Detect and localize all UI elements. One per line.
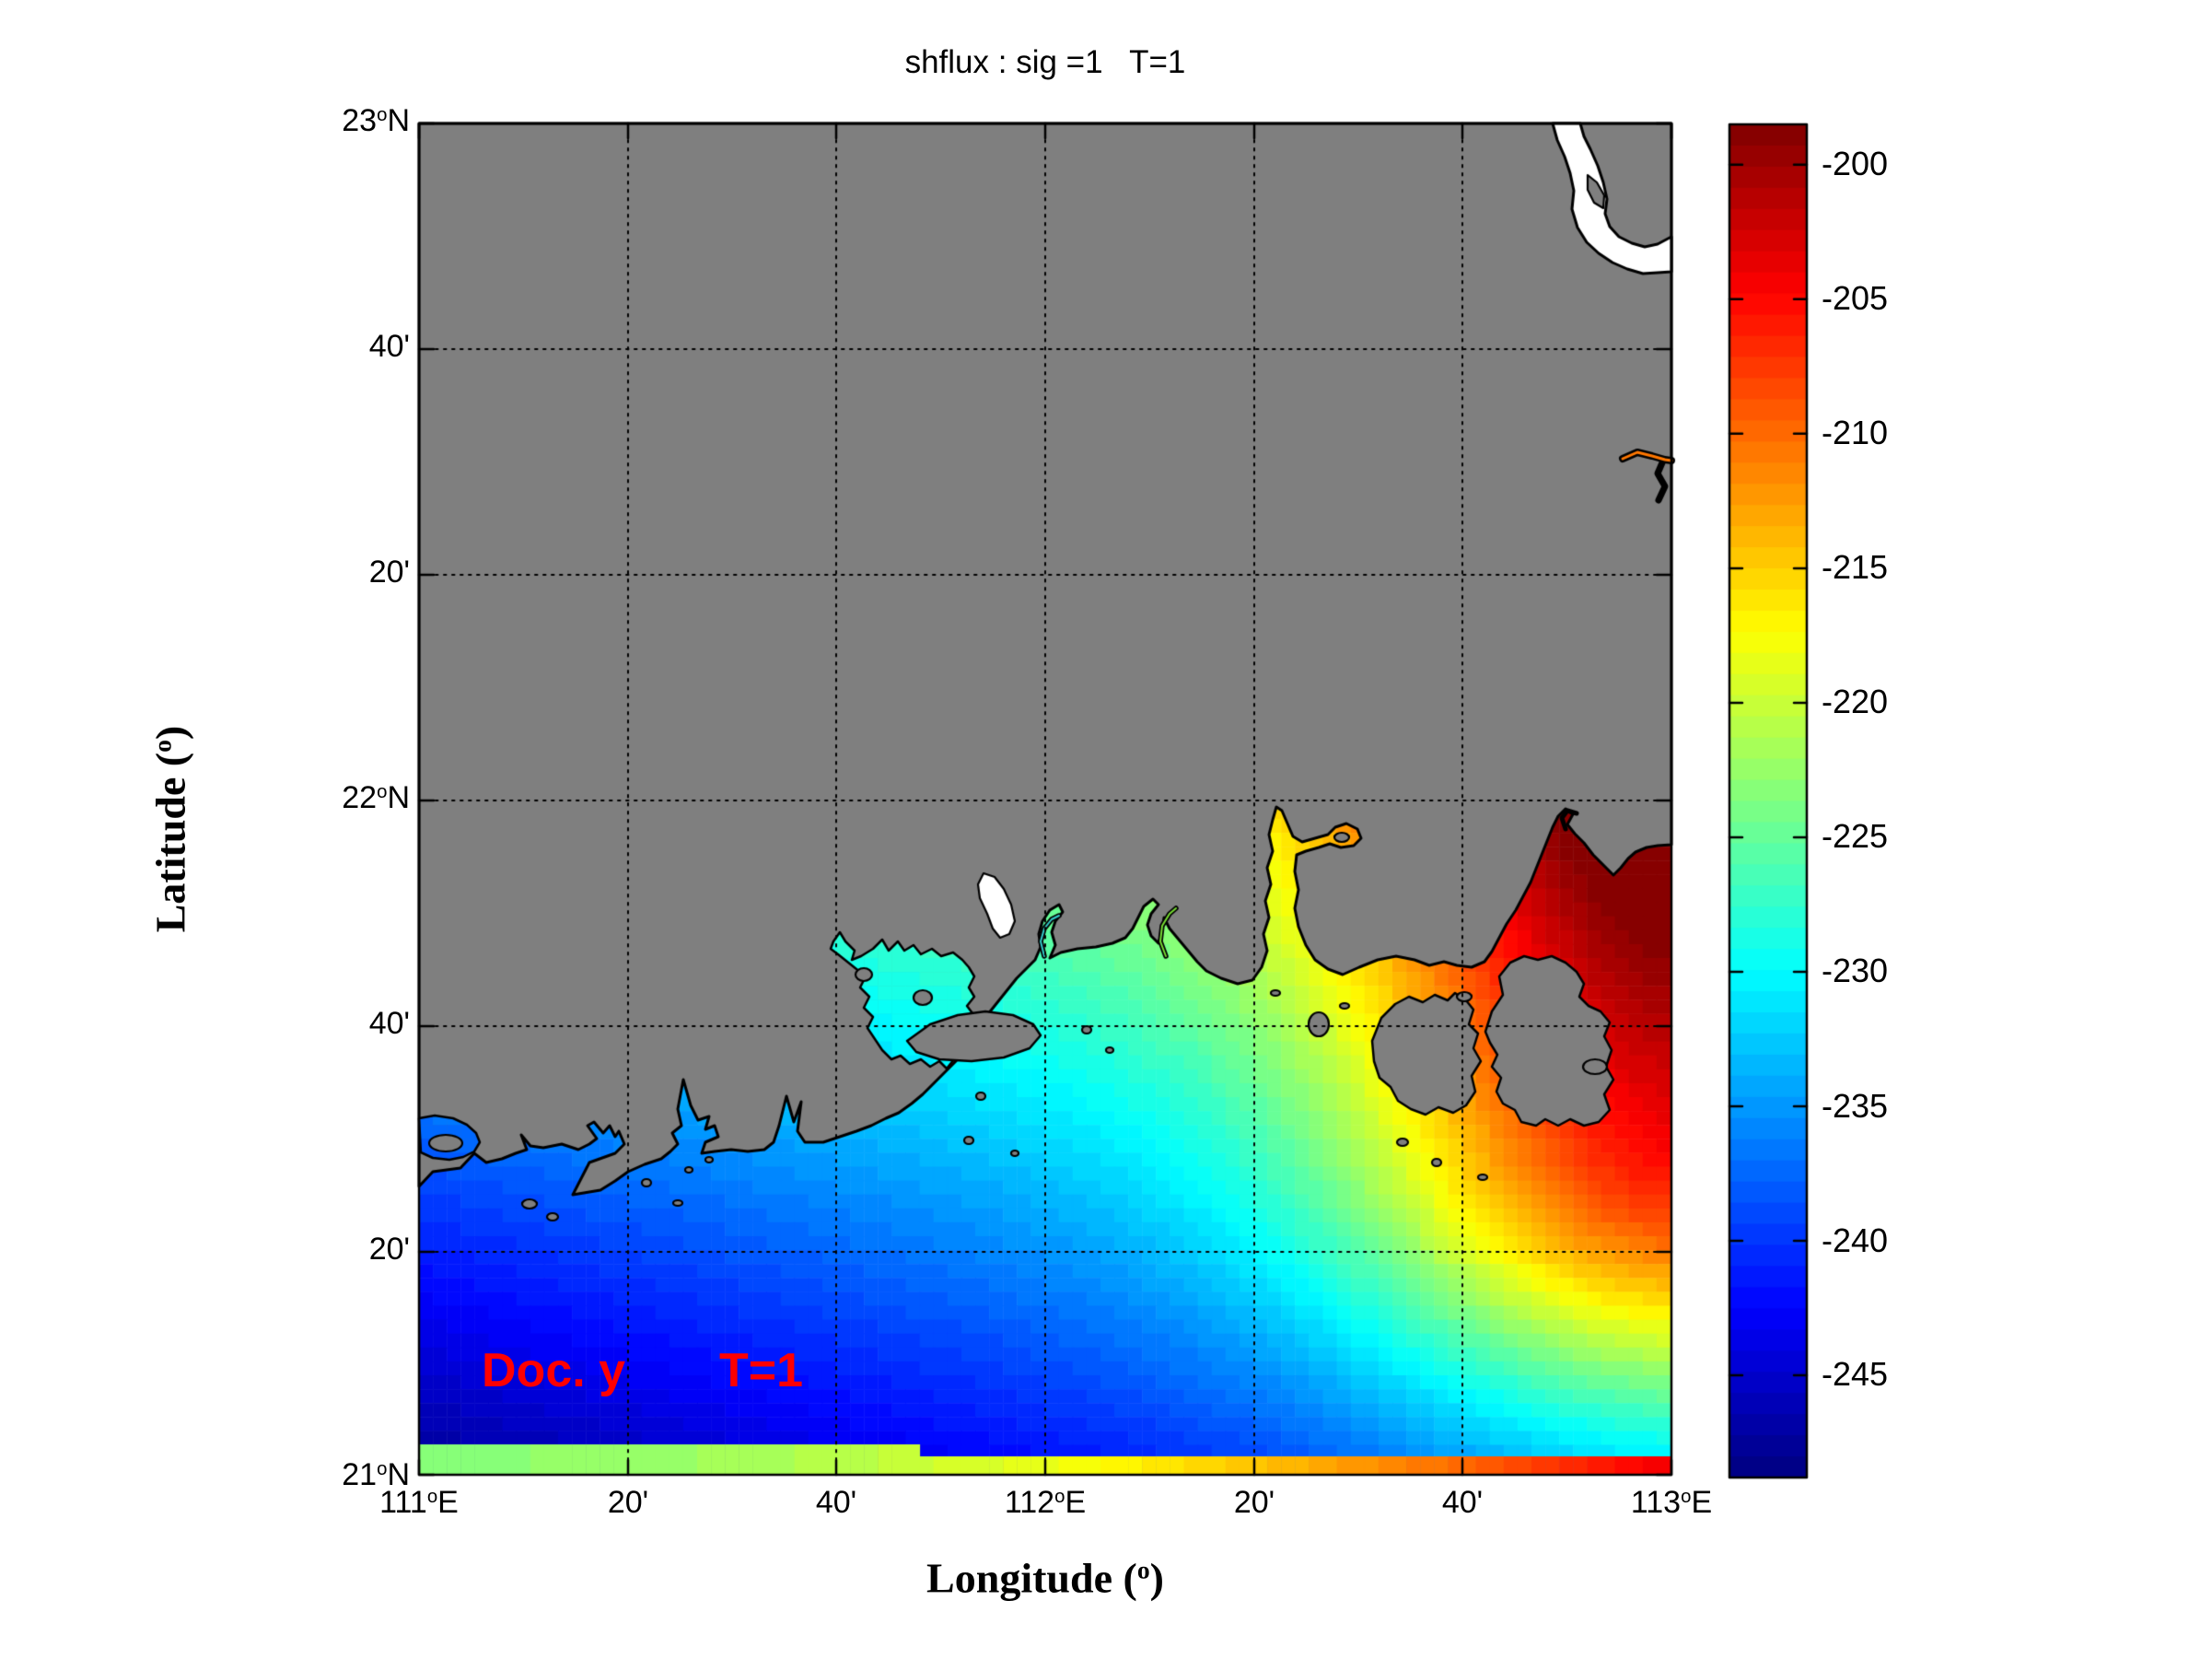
y-tick-22-40: 40'	[368, 329, 410, 364]
colorbar-tick--215: -215	[1822, 548, 1889, 586]
x-axis-label: Longitude (o)	[926, 1554, 1164, 1602]
x-tick-111E: 111oE	[379, 1485, 459, 1520]
colorbar-tick--245: -245	[1822, 1355, 1889, 1393]
annotation-T1: T=1	[719, 1344, 804, 1397]
colorbar-tick--230: -230	[1822, 952, 1889, 989]
y-tick-21N: 21oN	[342, 1457, 410, 1492]
y-tick-23N: 23oN	[342, 103, 410, 138]
colorbar-tick--240: -240	[1822, 1221, 1889, 1259]
colorbar-tick--220: -220	[1822, 683, 1889, 720]
colorbar-tick--210: -210	[1822, 414, 1889, 451]
x-tick-111-20: 20'	[607, 1485, 649, 1520]
annotation-doc-y: Doc. y	[482, 1344, 626, 1397]
colorbar-tick--225: -225	[1822, 817, 1889, 855]
x-tick-113E: 113oE	[1630, 1485, 1713, 1520]
x-tick-111-40: 40'	[815, 1485, 857, 1520]
y-tick-21-40: 40'	[368, 1006, 410, 1041]
y-tick-22N: 22oN	[342, 780, 410, 815]
x-tick-112-40: 40'	[1441, 1485, 1484, 1520]
plot-title: shflux : sig =1 T=1	[904, 44, 1186, 80]
colorbar-tick--200: -200	[1822, 145, 1889, 182]
y-tick-22-20: 20'	[368, 555, 410, 590]
x-tick-112-20: 20'	[1233, 1485, 1275, 1520]
x-tick-112E: 112oE	[1004, 1485, 1087, 1520]
y-axis-label: Latitude (o)	[146, 725, 194, 933]
y-tick-21-20: 20'	[368, 1232, 410, 1267]
colorbar-tick--235: -235	[1822, 1087, 1889, 1125]
colorbar-tick--205: -205	[1822, 279, 1889, 317]
